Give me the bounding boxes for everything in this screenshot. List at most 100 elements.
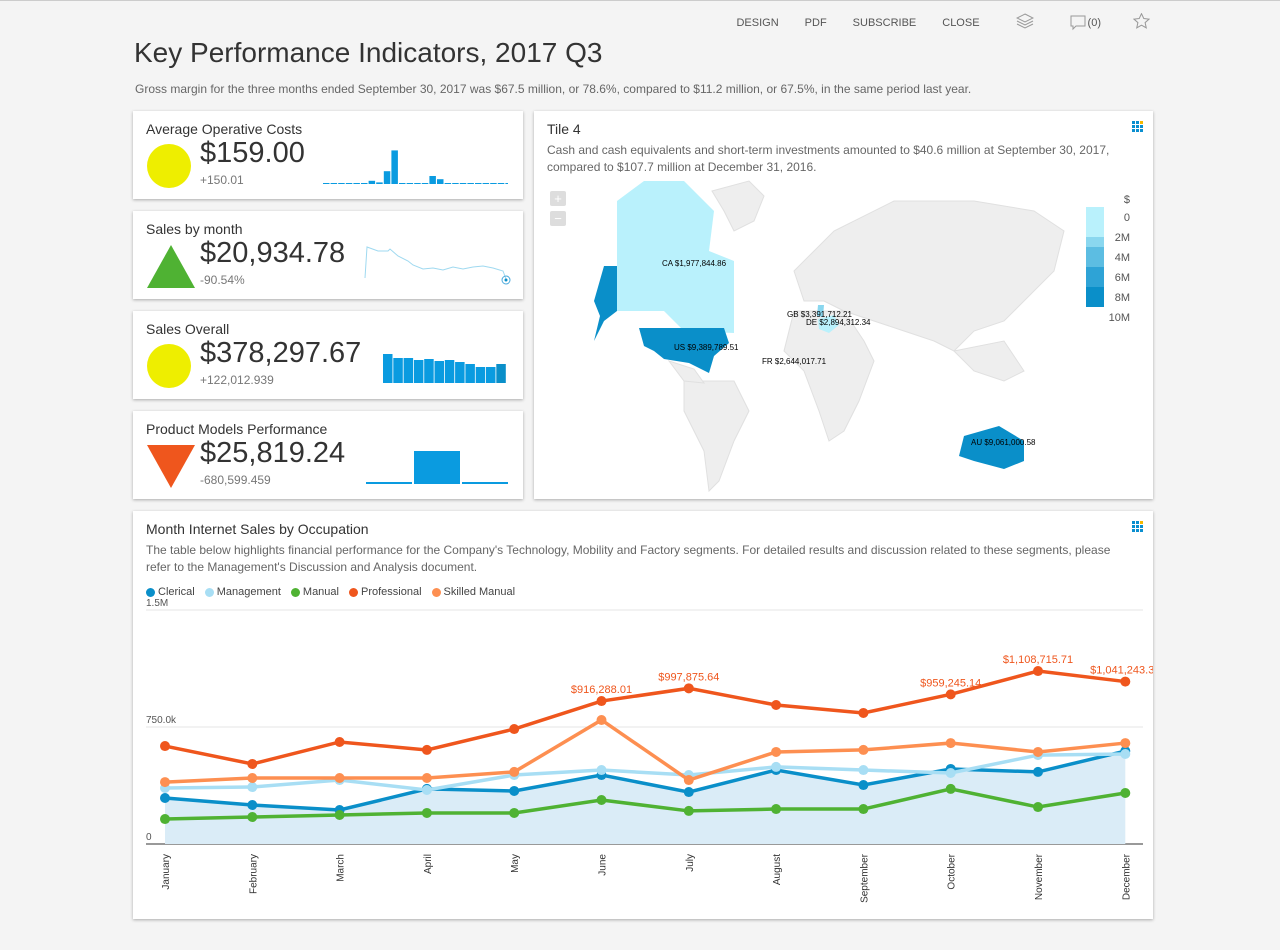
data-point[interactable]	[247, 758, 258, 769]
page-subtitle: Gross margin for the three months ended …	[135, 82, 972, 96]
data-point[interactable]	[1120, 748, 1131, 759]
legend-item[interactable]: Management	[204, 586, 281, 598]
data-point[interactable]	[160, 741, 170, 752]
legend-item[interactable]: Manual	[290, 586, 339, 598]
zoom-in-button[interactable]: +	[550, 191, 566, 206]
legend-swatch	[1086, 287, 1104, 307]
data-point[interactable]	[421, 744, 432, 755]
map-label-fr: FR $2,644,017.71	[762, 357, 827, 366]
data-point[interactable]	[858, 804, 869, 815]
kpi-title: Sales Overall	[146, 321, 230, 337]
comments-button[interactable]: (0)	[1070, 15, 1101, 31]
layers-icon[interactable]	[1015, 13, 1034, 32]
data-point[interactable]	[421, 773, 432, 784]
southeast-asia	[952, 340, 1025, 382]
data-point[interactable]	[945, 783, 956, 794]
data-point[interactable]	[1120, 738, 1131, 749]
data-point[interactable]	[247, 800, 258, 810]
data-point[interactable]	[683, 787, 694, 798]
data-point[interactable]	[509, 785, 520, 796]
data-point[interactable]	[509, 724, 520, 735]
data-point[interactable]	[160, 814, 170, 825]
data-point[interactable]	[858, 707, 869, 718]
data-point[interactable]	[771, 804, 782, 815]
legend-item[interactable]: Skilled Manual	[431, 586, 515, 598]
data-point[interactable]	[683, 775, 694, 786]
subscribe-button[interactable]: SUBSCRIBE	[852, 16, 917, 29]
data-point[interactable]	[596, 795, 607, 806]
data-point[interactable]	[1033, 766, 1043, 777]
data-point[interactable]	[858, 744, 869, 755]
world-map[interactable]: CA $1,977,844.86 US $9,389,789.51 GB $3,…	[534, 111, 1153, 499]
data-point[interactable]	[858, 765, 869, 776]
x-tick-label: March	[336, 854, 347, 882]
data-point[interactable]	[247, 812, 258, 823]
data-point[interactable]	[1033, 666, 1043, 677]
star-icon[interactable]	[1132, 12, 1151, 32]
map-label-au: AU $9,061,000.58	[971, 438, 1036, 447]
data-point[interactable]	[160, 792, 170, 803]
kpi-value: $20,934.78	[200, 237, 346, 269]
legend-item[interactable]: Professional	[348, 586, 422, 598]
data-point[interactable]	[421, 807, 432, 818]
kpi-tile[interactable]: Sales Overall $378,297.67 +122,012.939	[133, 311, 523, 399]
data-point[interactable]	[334, 773, 345, 784]
x-tick-label: July	[685, 854, 696, 872]
kpi-tile[interactable]: Product Models Performance $25,819.24 -680…	[133, 411, 523, 499]
data-point[interactable]	[421, 785, 432, 796]
y-tick-label: 1.5M	[146, 598, 168, 609]
legend-label: Professional	[360, 586, 422, 598]
kpi-indicator-icon	[146, 443, 196, 494]
kpi-delta: +122,012.939	[200, 373, 274, 387]
data-point[interactable]	[596, 696, 607, 707]
tile-menu-icon[interactable]	[1132, 121, 1143, 132]
page-title: Key Performance Indicators, 2017 Q3	[134, 37, 603, 68]
legend-dot-icon	[146, 587, 155, 597]
tile-menu-icon[interactable]	[1132, 521, 1143, 532]
kpi-tile[interactable]: Average Operative Costs $159.00 +150.01	[133, 111, 523, 199]
data-point[interactable]	[1120, 676, 1131, 687]
legend-item[interactable]: Clerical	[146, 586, 195, 598]
data-point[interactable]	[1033, 746, 1043, 757]
map-label-us: US $9,389,789.51	[674, 343, 739, 352]
sparkline-bars	[366, 451, 508, 484]
south-america	[683, 380, 750, 493]
data-point[interactable]	[334, 809, 345, 820]
pdf-button[interactable]: PDF	[804, 16, 827, 29]
kpi-tile[interactable]: Sales by month $20,934.78 -90.54%	[133, 211, 523, 299]
legend-swatch	[1086, 247, 1104, 267]
legend-tick: 8M	[1115, 292, 1130, 304]
map-tile: Tile 4 Cash and cash equivalents and sho…	[534, 111, 1153, 499]
data-point[interactable]	[334, 736, 345, 747]
data-point[interactable]	[771, 746, 782, 757]
data-point[interactable]	[247, 773, 258, 784]
data-point[interactable]	[945, 689, 956, 700]
data-label: $916,288.01	[571, 684, 632, 696]
kpi-title: Average Operative Costs	[146, 121, 303, 137]
australia	[959, 426, 1024, 469]
data-point[interactable]	[247, 782, 258, 793]
x-tick-label: August	[772, 854, 783, 885]
close-button[interactable]: CLOSE	[942, 16, 980, 29]
data-point[interactable]	[858, 780, 869, 791]
data-point[interactable]	[945, 768, 956, 779]
legend-label: Management	[216, 586, 281, 598]
data-point[interactable]	[509, 807, 520, 818]
data-point[interactable]	[596, 765, 607, 776]
data-point[interactable]	[945, 738, 956, 749]
legend-dot-icon	[204, 587, 214, 597]
data-point[interactable]	[771, 700, 782, 711]
data-point[interactable]	[683, 805, 694, 816]
data-point[interactable]	[509, 766, 520, 777]
sparkline-bars	[383, 354, 506, 383]
zoom-out-button[interactable]: −	[550, 211, 566, 226]
data-point[interactable]	[683, 683, 694, 694]
data-point[interactable]	[596, 714, 607, 725]
chart-tile: Month Internet Sales by Occupation The t…	[133, 511, 1153, 919]
data-point[interactable]	[160, 777, 170, 788]
data-point[interactable]	[771, 761, 782, 772]
data-point[interactable]	[1120, 787, 1131, 798]
design-button[interactable]: DESIGN	[736, 16, 779, 29]
kpi-title: Sales by month	[146, 221, 243, 237]
data-point[interactable]	[1033, 802, 1043, 813]
